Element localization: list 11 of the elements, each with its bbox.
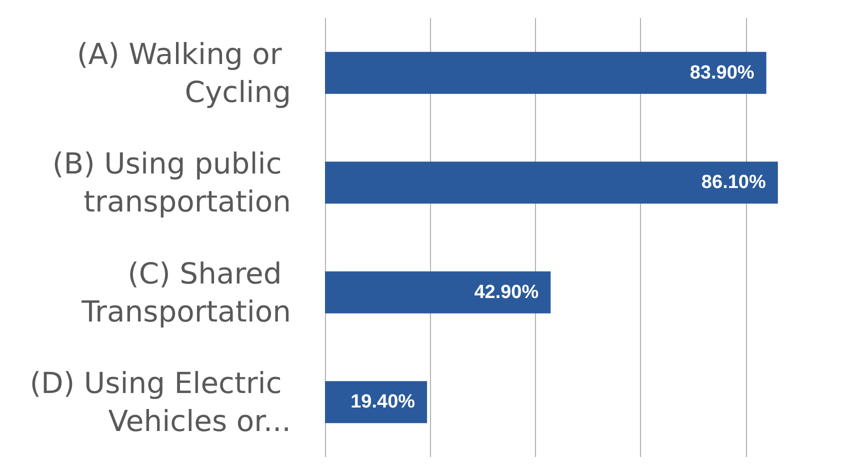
data-label: 83.90% [690, 62, 754, 84]
bar [325, 162, 778, 204]
y-tick-label: (D) Using Electric Vehicles or... [30, 366, 291, 438]
bar [325, 271, 551, 314]
bar [325, 52, 766, 94]
data-label: 42.90% [474, 282, 539, 303]
data-label: 19.40% [350, 392, 416, 413]
y-tick-label: (B) Using public transportation [52, 146, 291, 219]
y-tick-label: (C) Shared Transportation [80, 256, 291, 328]
y-tick-label: (A) Walking or Cycling [76, 36, 291, 109]
data-label: 86.10% [701, 172, 766, 194]
